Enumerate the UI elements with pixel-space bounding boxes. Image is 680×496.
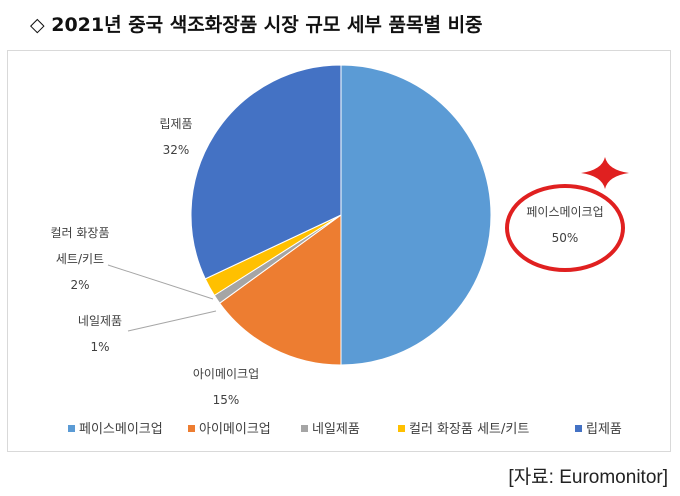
pie-slice-립제품	[190, 64, 342, 280]
leader-line-컬러-화장품-세트/키트	[107, 264, 214, 300]
chart-title: ◇ 2021년 중국 색조화장품 시장 규모 세부 품목별 비중	[30, 14, 483, 36]
slice-label-컬러-화장품-세트/키트: 컬러 화장품 세트/키트	[50, 226, 109, 266]
highlight-circle	[505, 184, 625, 272]
slice-value-컬러-화장품-세트/키트: 2%	[70, 278, 89, 292]
legend-swatch-네일제품	[301, 425, 308, 432]
slice-value-페이스메이크업: 50%	[552, 231, 579, 245]
source-note: [자료: Euromonitor]	[508, 467, 668, 488]
legend-label-페이스메이크업: 페이스메이크업	[79, 422, 163, 437]
slice-value-네일제품: 1%	[90, 340, 109, 354]
legend-label-컬러-화장품-세트/키트: 컬러 화장품 세트/키트	[409, 422, 529, 437]
sparkle-icon	[581, 157, 629, 189]
legend-label-립제품: 립제품	[586, 422, 622, 437]
legend-label-아이메이크업: 아이메이크업	[199, 422, 271, 437]
slice-label-아이메이크업: 아이메이크업	[193, 367, 259, 381]
pie-slice-아이메이크업	[218, 214, 342, 366]
slice-label-페이스메이크업: 페이스메이크업	[526, 205, 603, 219]
legend-swatch-아이메이크업	[188, 425, 195, 432]
pie-chart: 페이스메이크업 50% 아이메이크업 15% 네일제품 1% 컬러 화장품 세트/키트 2% 립제…	[50, 64, 629, 437]
legend-swatch-컬러-화장품-세트/키트	[398, 425, 405, 432]
pie-slice-페이스메이크업	[340, 64, 492, 366]
slice-label-네일제품: 네일제품	[78, 314, 122, 328]
slice-value-아이메이크업: 15%	[213, 393, 240, 407]
slice-label-립제품: 립제품	[159, 117, 192, 131]
leader-line-네일제품	[127, 310, 217, 332]
legend-label-네일제품: 네일제품	[312, 422, 360, 437]
chart-frame: 페이스메이크업 50% 아이메이크업 15% 네일제품 1% 컬러 화장품 세트/키트 2% 립제…	[7, 50, 671, 452]
slice-value-립제품: 32%	[163, 143, 190, 157]
legend-swatch-페이스메이크업	[68, 425, 75, 432]
legend-swatch-립제품	[575, 425, 582, 432]
